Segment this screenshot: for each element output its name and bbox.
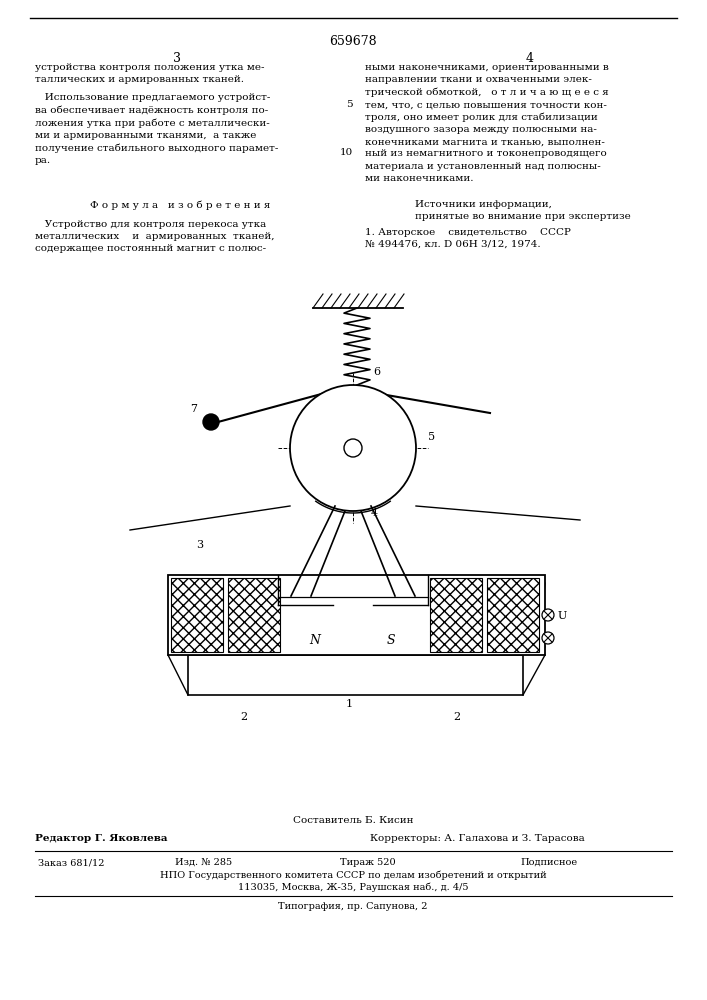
Text: 5: 5 <box>346 100 353 109</box>
Text: 2: 2 <box>453 712 460 722</box>
Text: U: U <box>558 611 567 621</box>
Circle shape <box>542 632 554 644</box>
Text: Тираж 520: Тираж 520 <box>340 858 396 867</box>
Text: 10: 10 <box>340 148 353 157</box>
Bar <box>487 578 539 652</box>
Text: 2: 2 <box>240 712 247 722</box>
Text: Составитель Б. Кисин: Составитель Б. Кисин <box>293 816 414 825</box>
Circle shape <box>344 439 362 457</box>
Text: ными наконечниками, ориентированными в
направлении ткани и охваченными элек-
три: ными наконечниками, ориентированными в н… <box>365 63 609 183</box>
Text: Корректоры: А. Галахова и З. Тарасова: Корректоры: А. Галахова и З. Тарасова <box>370 834 585 843</box>
Text: НПО Государственного комитета СССР по делам изобретений и открытий: НПО Государственного комитета СССР по де… <box>160 870 547 880</box>
Text: устройства контроля положения утка ме-
таллических и армированных тканей.: устройства контроля положения утка ме- т… <box>35 63 264 84</box>
Text: S: S <box>387 634 395 647</box>
Text: 3: 3 <box>196 540 203 550</box>
Text: Использование предлагаемого устройст-
ва обеспечивает надёжность контроля по-
ло: Использование предлагаемого устройст- ва… <box>35 93 279 165</box>
Circle shape <box>542 609 554 621</box>
Text: 113035, Москва, Ж-35, Раушская наб., д. 4/5: 113035, Москва, Ж-35, Раушская наб., д. … <box>238 882 468 892</box>
Text: 659678: 659678 <box>329 35 377 48</box>
Text: 3: 3 <box>173 52 181 65</box>
Text: 4: 4 <box>371 508 378 518</box>
Text: 4: 4 <box>526 52 534 65</box>
Text: Ф о р м у л а   и з о б р е т е н и я: Ф о р м у л а и з о б р е т е н и я <box>90 200 270 210</box>
Text: Заказ 681/12: Заказ 681/12 <box>38 858 105 867</box>
Circle shape <box>290 385 416 511</box>
Text: 1. Авторское    свидетельство    СССР
№ 494476, кл. D 06Н 3/12, 1974.: 1. Авторское свидетельство СССР № 494476… <box>365 228 571 249</box>
Text: Редактор Г. Яковлева: Редактор Г. Яковлева <box>35 834 168 843</box>
Text: Подписное: Подписное <box>520 858 577 867</box>
Text: 1: 1 <box>346 699 353 709</box>
Text: 6: 6 <box>373 367 380 377</box>
Bar <box>430 578 482 652</box>
Text: N: N <box>310 634 320 647</box>
Circle shape <box>203 414 219 430</box>
Text: Изд. № 285: Изд. № 285 <box>175 858 232 867</box>
Bar <box>171 578 223 652</box>
Text: 5: 5 <box>428 432 435 442</box>
Bar <box>168 575 545 655</box>
Text: Устройство для контроля перекоса утка
металлических    и  армированных  тканей,
: Устройство для контроля перекоса утка ме… <box>35 220 274 253</box>
Text: Источники информации,
принятые во внимание при экспертизе: Источники информации, принятые во вниман… <box>415 200 631 221</box>
Bar <box>228 578 280 652</box>
Bar <box>188 655 523 695</box>
Text: Типография, пр. Сапунова, 2: Типография, пр. Сапунова, 2 <box>279 902 428 911</box>
Text: 7: 7 <box>190 404 197 414</box>
